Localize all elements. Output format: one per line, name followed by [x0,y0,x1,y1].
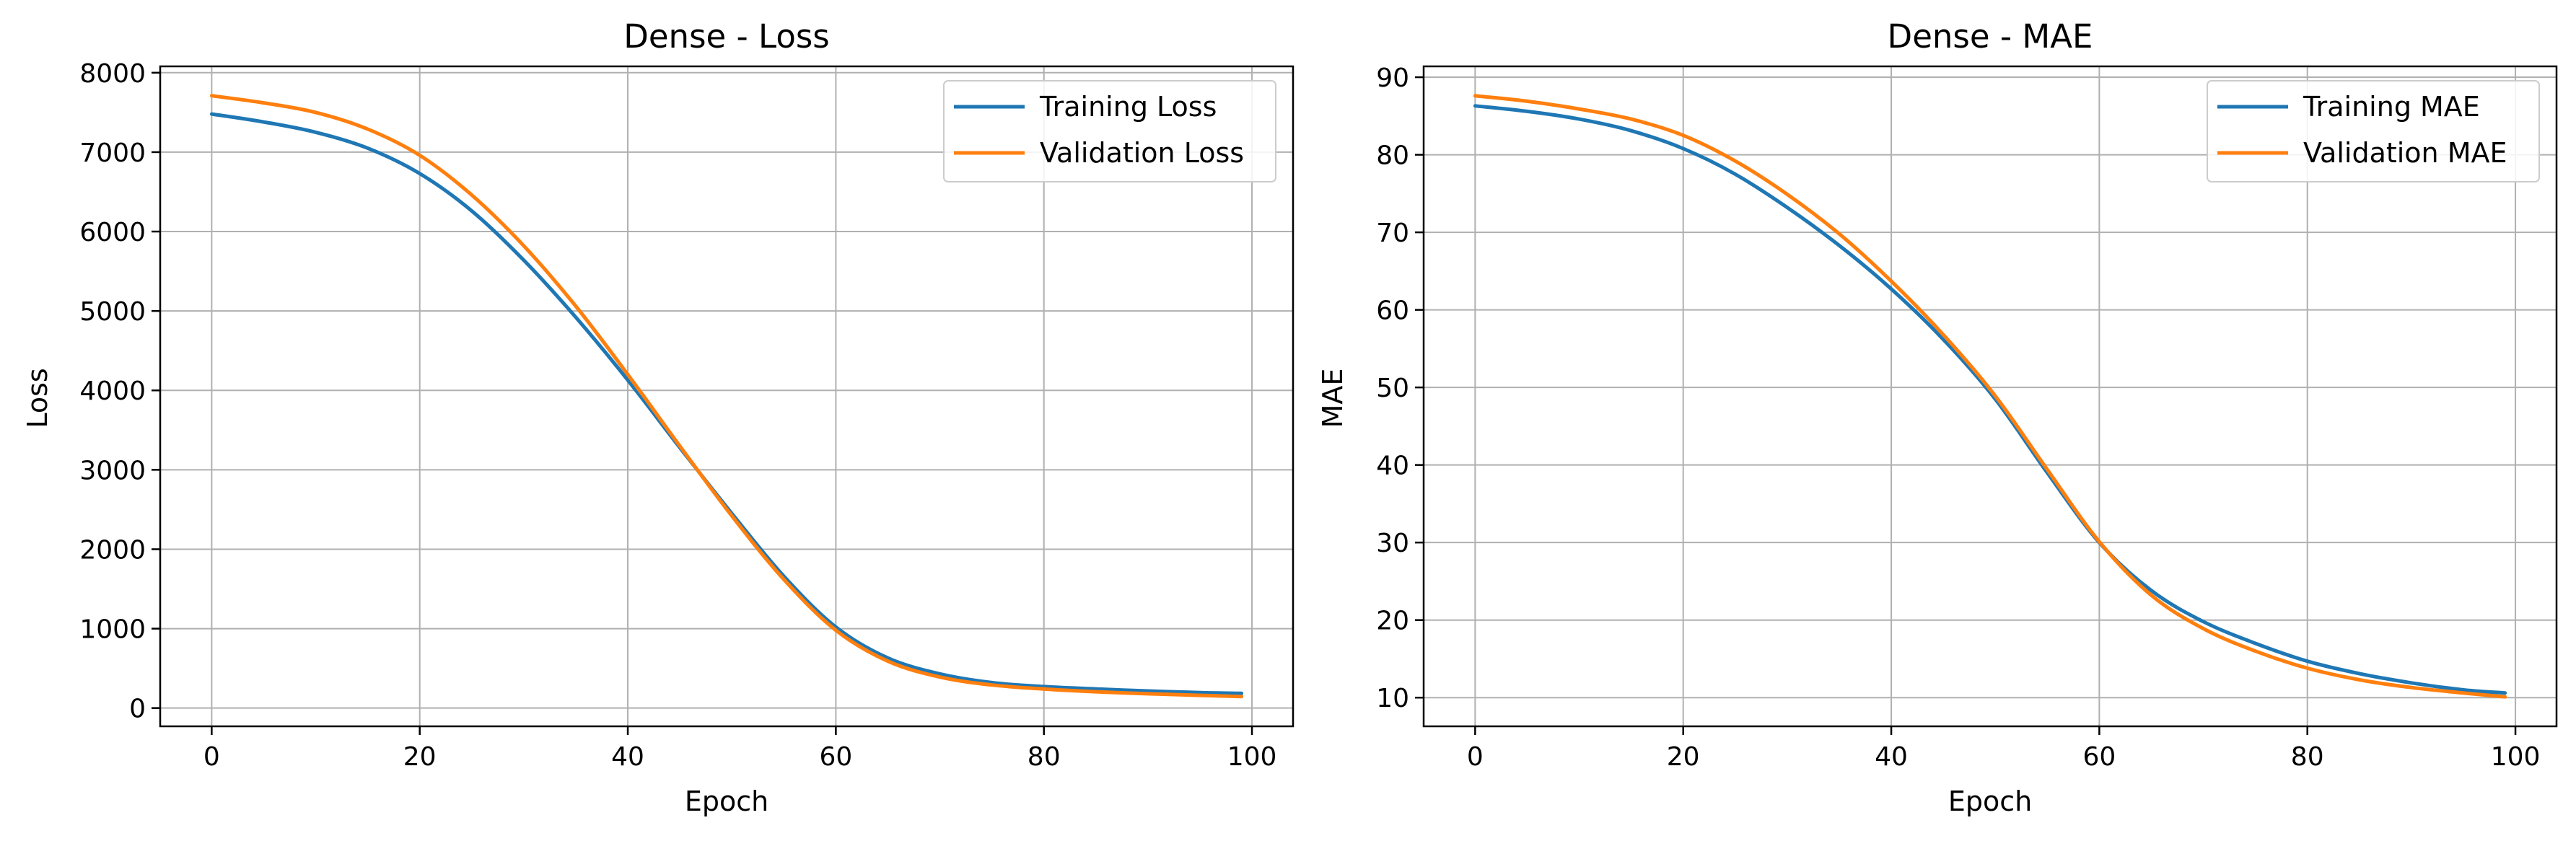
loss-chart-xtick-label: 20 [403,742,437,772]
loss-chart-ytick-label: 2000 [79,535,146,565]
loss-chart-xtick-label: 100 [1227,742,1277,772]
mae-chart-series-training-mae [1473,104,2507,695]
mae-chart-xtick-label: 40 [1875,742,1908,772]
mae-chart-xtick-label: 60 [2082,742,2116,772]
loss-chart-legend-label-training: Training Loss [1039,91,1217,123]
loss-chart-ytick-label: 0 [129,695,146,724]
mae-chart-legend-box [2207,80,2540,182]
loss-chart-plot-frame [159,65,1294,728]
loss-chart-ytick-label: 6000 [79,218,146,247]
mae-chart-xtick-label: 100 [2491,742,2541,772]
mae-chart-xlabel: Epoch [1948,785,2032,817]
mae-chart-title: Dense - MAE [1888,17,2093,56]
mae-chart-ytick-label: 40 [1376,452,1409,481]
mae-chart-legend-label-training: Training MAE [2303,91,2480,123]
mae-chart-xtick-label: 20 [1667,742,1700,772]
mae-chart-ytick-label: 20 [1376,607,1409,636]
mae-chart-ytick-label: 30 [1376,529,1409,558]
mae-chart-ytick-label: 10 [1376,684,1409,713]
mae-chart-ytick-label: 60 [1376,296,1409,326]
loss-chart-xtick-label: 40 [611,742,644,772]
loss-chart-ylabel: Loss [22,368,53,428]
loss-chart-ytick-label: 4000 [79,377,146,406]
mae-chart-plot-frame [1422,65,2558,728]
loss-chart-xlabel: Epoch [685,785,768,817]
mae-chart-xtick-label: 0 [1467,742,1484,772]
loss-chart: Dense - Loss Epoch Loss 0 20 40 60 80 1000100… [22,17,1294,817]
mae-chart-ytick-label: 70 [1376,219,1409,248]
mae-chart-ytick-label: 90 [1376,63,1409,93]
loss-chart-ytick-label: 3000 [79,456,146,485]
loss-chart-ytick-label: 5000 [79,297,146,327]
loss-chart-legend: Training Loss Validation Loss [943,80,1276,182]
loss-chart-ticks: 0 20 40 60 80 1000100020003000400050006000700… [79,59,1276,772]
mae-chart-series-validation-mae [1473,94,2507,699]
mae-chart-legend-label-validation: Validation MAE [2303,137,2507,169]
mae-chart-series [1473,94,2507,699]
loss-chart-ytick-label: 8000 [79,59,146,89]
mae-chart-legend: Training MAE Validation MAE [2207,80,2540,182]
loss-chart-ytick-label: 7000 [79,138,146,168]
loss-chart-series-validation-loss [209,94,1244,699]
loss-chart-series [209,94,1244,699]
loss-chart-xtick-label: 60 [819,742,852,772]
mae-chart: Dense - MAE Epoch MAE 0 20 40 60 80 100 10 20 30… [1317,17,2558,817]
loss-chart-ytick-label: 1000 [79,615,146,645]
loss-chart-legend-label-validation: Validation Loss [1040,137,1244,169]
mae-chart-ytick-label: 50 [1376,374,1409,403]
mae-chart-ylabel: MAE [1317,369,1349,428]
loss-chart-xtick-label: 0 [203,742,220,772]
loss-chart-xtick-label: 80 [1028,742,1061,772]
mae-chart-ticks: 0 20 40 60 80 100 10 20 30 40 50 60 70 80 90 [1376,63,2540,772]
loss-chart-legend-box [943,80,1276,182]
mae-chart-xtick-label: 80 [2291,742,2324,772]
loss-chart-title: Dense - Loss [623,17,830,56]
mae-chart-ytick-label: 80 [1376,141,1409,171]
